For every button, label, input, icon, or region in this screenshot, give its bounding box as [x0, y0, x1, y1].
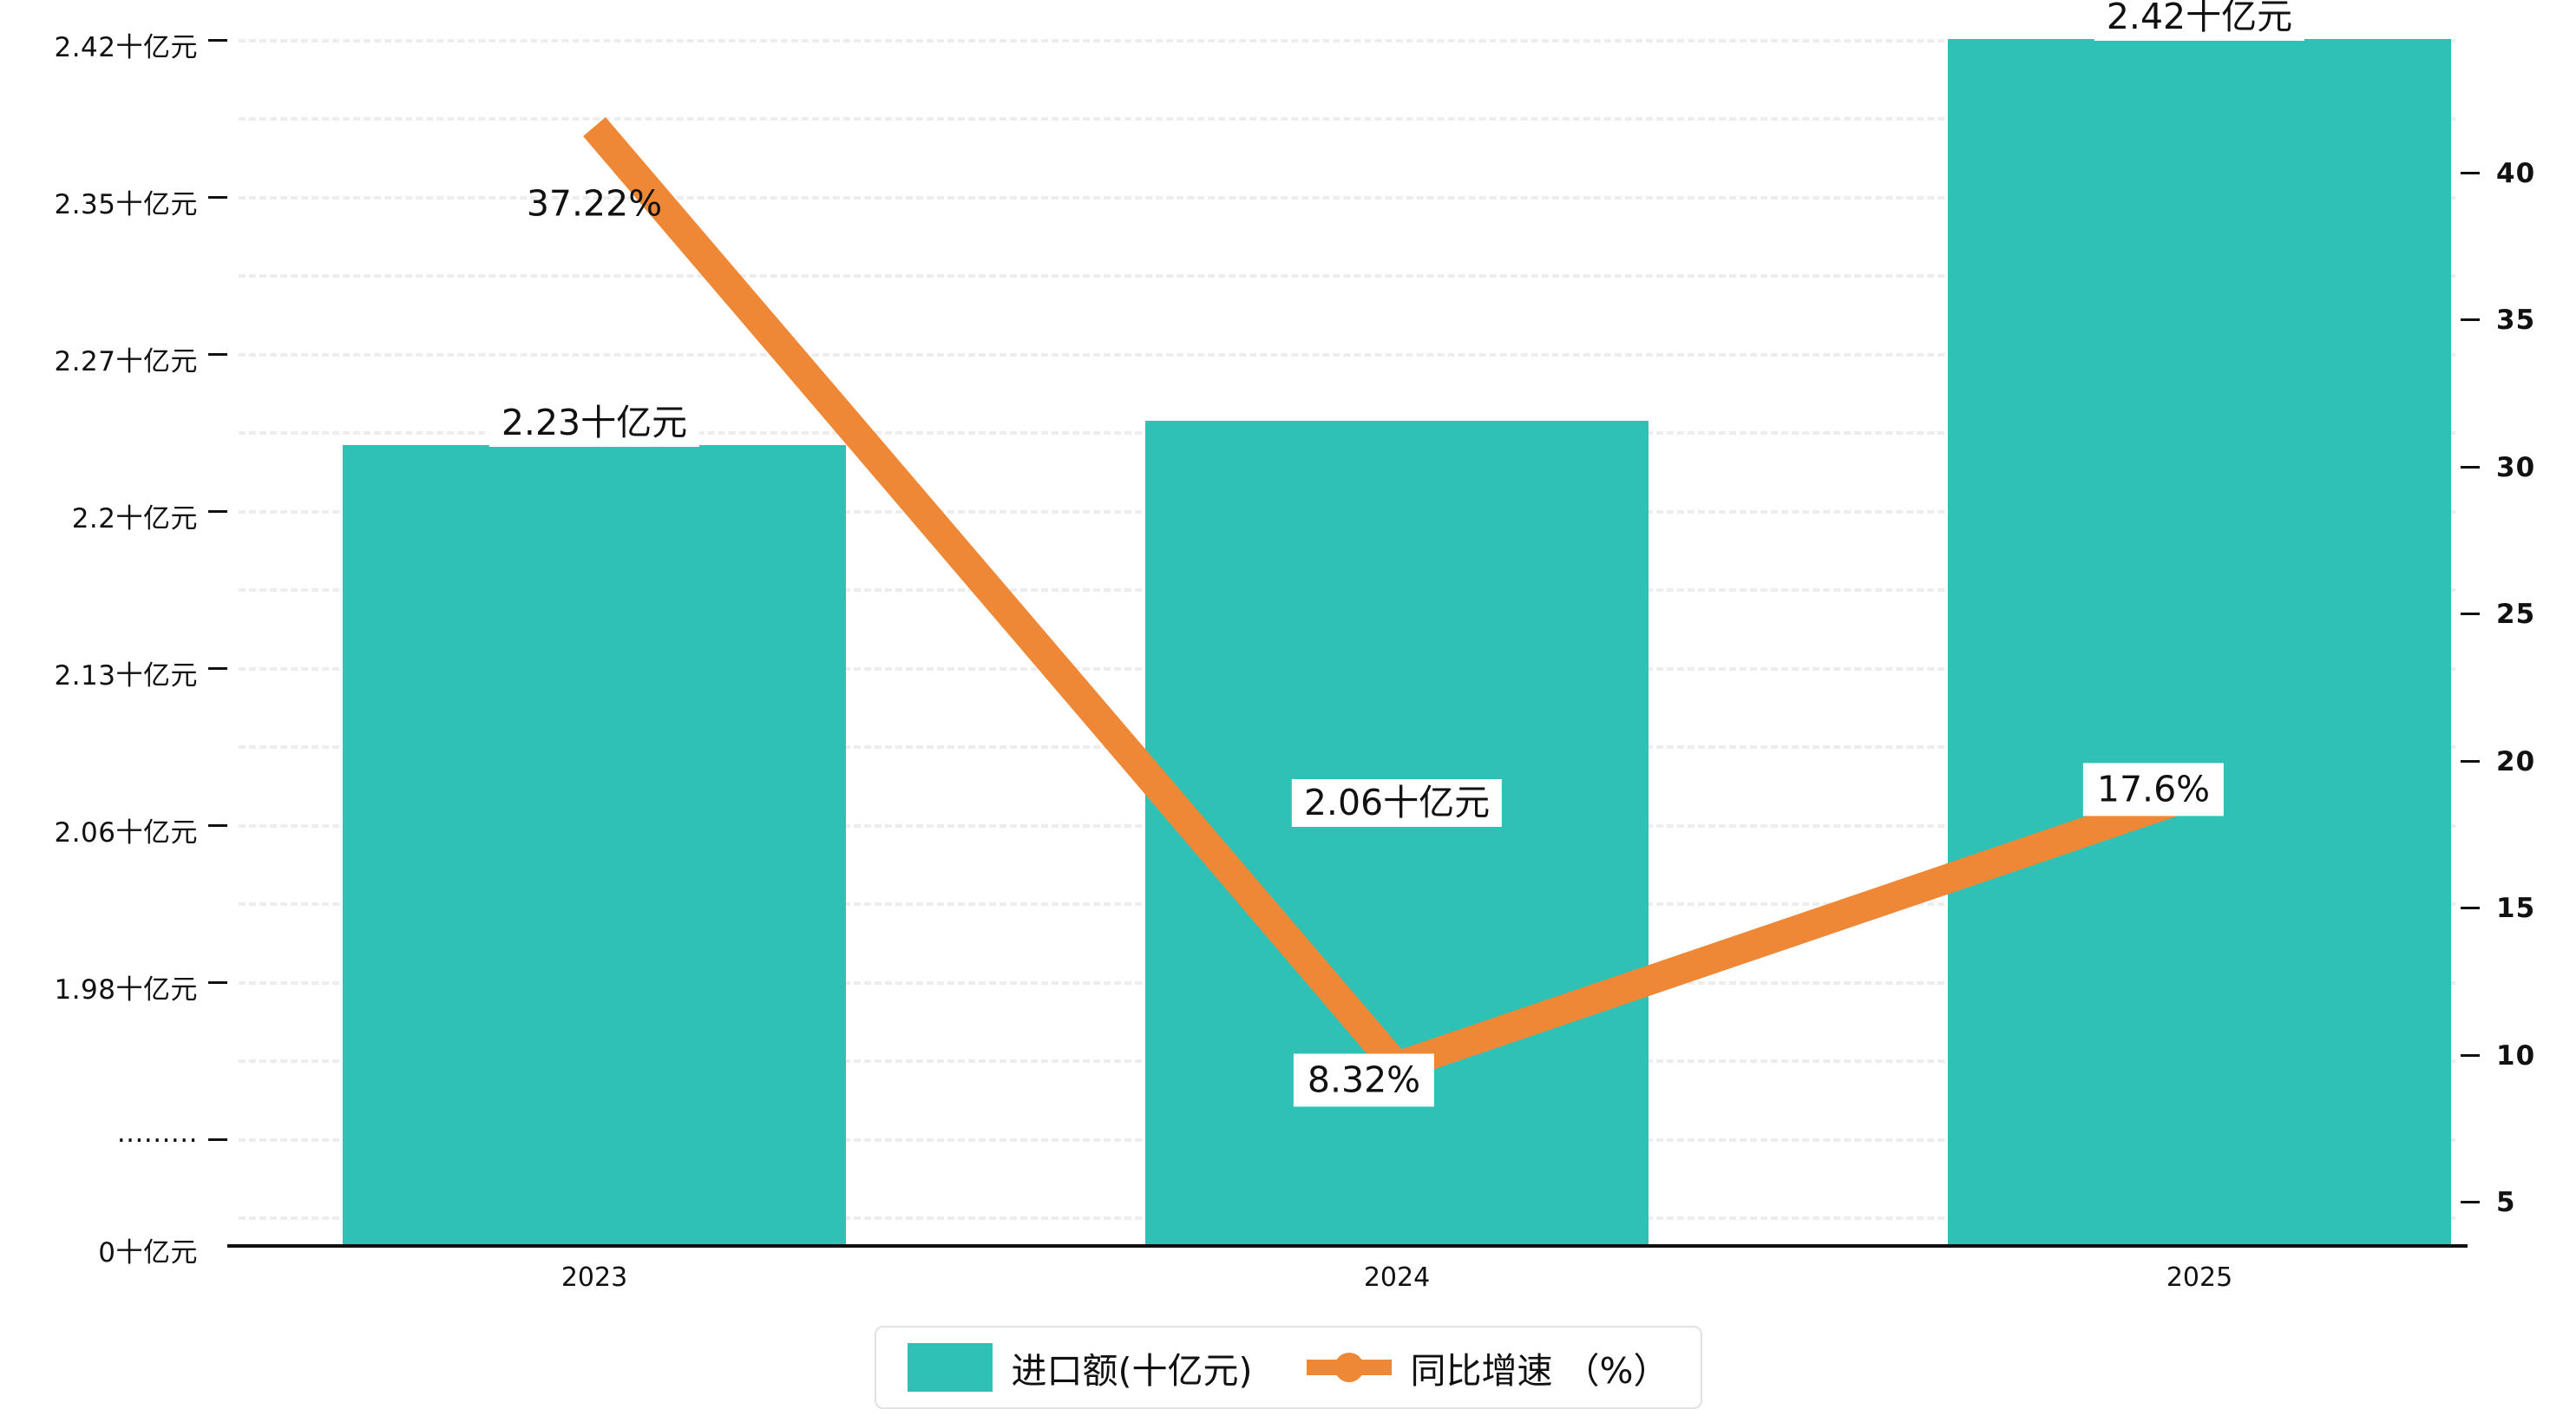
right-axis-tick-label: 35 [2496, 305, 2536, 336]
right-axis-tick-label: 20 [2496, 746, 2536, 777]
legend-label-import-amount: 进口额(十亿元) [1011, 1350, 1253, 1392]
right-axis-tick-label: 15 [2496, 893, 2536, 924]
right-axis-tick [2461, 172, 2480, 174]
legend-item-growth-rate[interactable]: 同比增速 （%） [1306, 1341, 1669, 1393]
right-axis-tick-label: 10 [2496, 1040, 2536, 1072]
right-axis-tick [2461, 1054, 2480, 1057]
bar-value-label-2024: 2.06十亿元 [1291, 779, 1503, 828]
x-axis-baseline [227, 1244, 2468, 1248]
gridline [239, 196, 2455, 200]
right-axis-tick [2461, 1201, 2480, 1203]
x-axis-tick-label-2023: 2023 [560, 1262, 628, 1293]
growth-label-2024: 8.32% [1293, 1053, 1435, 1107]
left-axis-tick [208, 196, 227, 199]
x-axis-tick-label-2024: 2024 [1363, 1262, 1431, 1293]
bar-2024[interactable] [1145, 421, 1649, 1244]
bar-value-label-2025: 2.42十亿元 [2094, 0, 2305, 42]
right-axis-tick [2461, 907, 2480, 909]
right-axis-tick [2461, 318, 2480, 321]
left-axis-tick-label: 2.06十亿元 [54, 817, 198, 849]
left-axis-tick-label: 2.35十亿元 [54, 189, 198, 220]
left-axis-tick [208, 353, 227, 356]
left-axis-tick [208, 1138, 227, 1141]
growth-label-2023: 37.22% [526, 182, 663, 225]
left-axis-tick [208, 667, 227, 670]
left-axis-tick-label: 2.2十亿元 [71, 503, 198, 534]
gridline [239, 39, 2455, 43]
left-axis-tick-label: 2.27十亿元 [54, 346, 198, 377]
left-axis-tick-label: 2.13十亿元 [54, 660, 198, 692]
legend-item-import-amount[interactable]: 进口额(十亿元) [907, 1341, 1253, 1393]
right-axis-tick-label: 25 [2496, 599, 2536, 630]
left-axis-tick-label: ......... [116, 1118, 198, 1149]
left-axis-tick [208, 510, 227, 513]
bar-2023[interactable] [343, 445, 846, 1244]
legend-line-swatch-icon [1306, 1343, 1392, 1392]
left-axis-tick [208, 981, 227, 984]
x-axis-tick-label-2025: 2025 [2166, 1262, 2233, 1293]
left-axis-tick [208, 39, 227, 42]
legend-label-growth-rate: 同比增速 （%） [1410, 1350, 1669, 1392]
right-axis-tick-label: 40 [2496, 158, 2536, 189]
gridline [239, 274, 2455, 278]
gridline [239, 117, 2455, 121]
plot-area [239, 39, 2455, 1244]
left-axis-tick-label: 1.98十亿元 [54, 974, 198, 1006]
right-axis-tick [2461, 613, 2480, 615]
growth-line-path [583, 116, 2205, 1084]
right-axis-tick-label: 30 [2496, 452, 2536, 483]
left-axis-tick [208, 824, 227, 827]
bar-value-label-2023: 2.23十亿元 [488, 399, 700, 448]
right-axis-tick [2461, 466, 2480, 469]
chart-legend: 进口额(十亿元) 同比增速 （%） [874, 1326, 1702, 1409]
gridline [239, 353, 2455, 357]
growth-label-2025: 17.6% [2082, 763, 2225, 816]
bar-2025[interactable] [1948, 39, 2451, 1244]
right-axis-tick-label: 5 [2496, 1187, 2516, 1218]
legend-bar-swatch-icon [907, 1343, 993, 1392]
right-axis-tick [2461, 760, 2480, 763]
left-axis-tick-label: 2.42十亿元 [54, 32, 198, 63]
left-axis-tick-label: 0十亿元 [98, 1237, 198, 1268]
